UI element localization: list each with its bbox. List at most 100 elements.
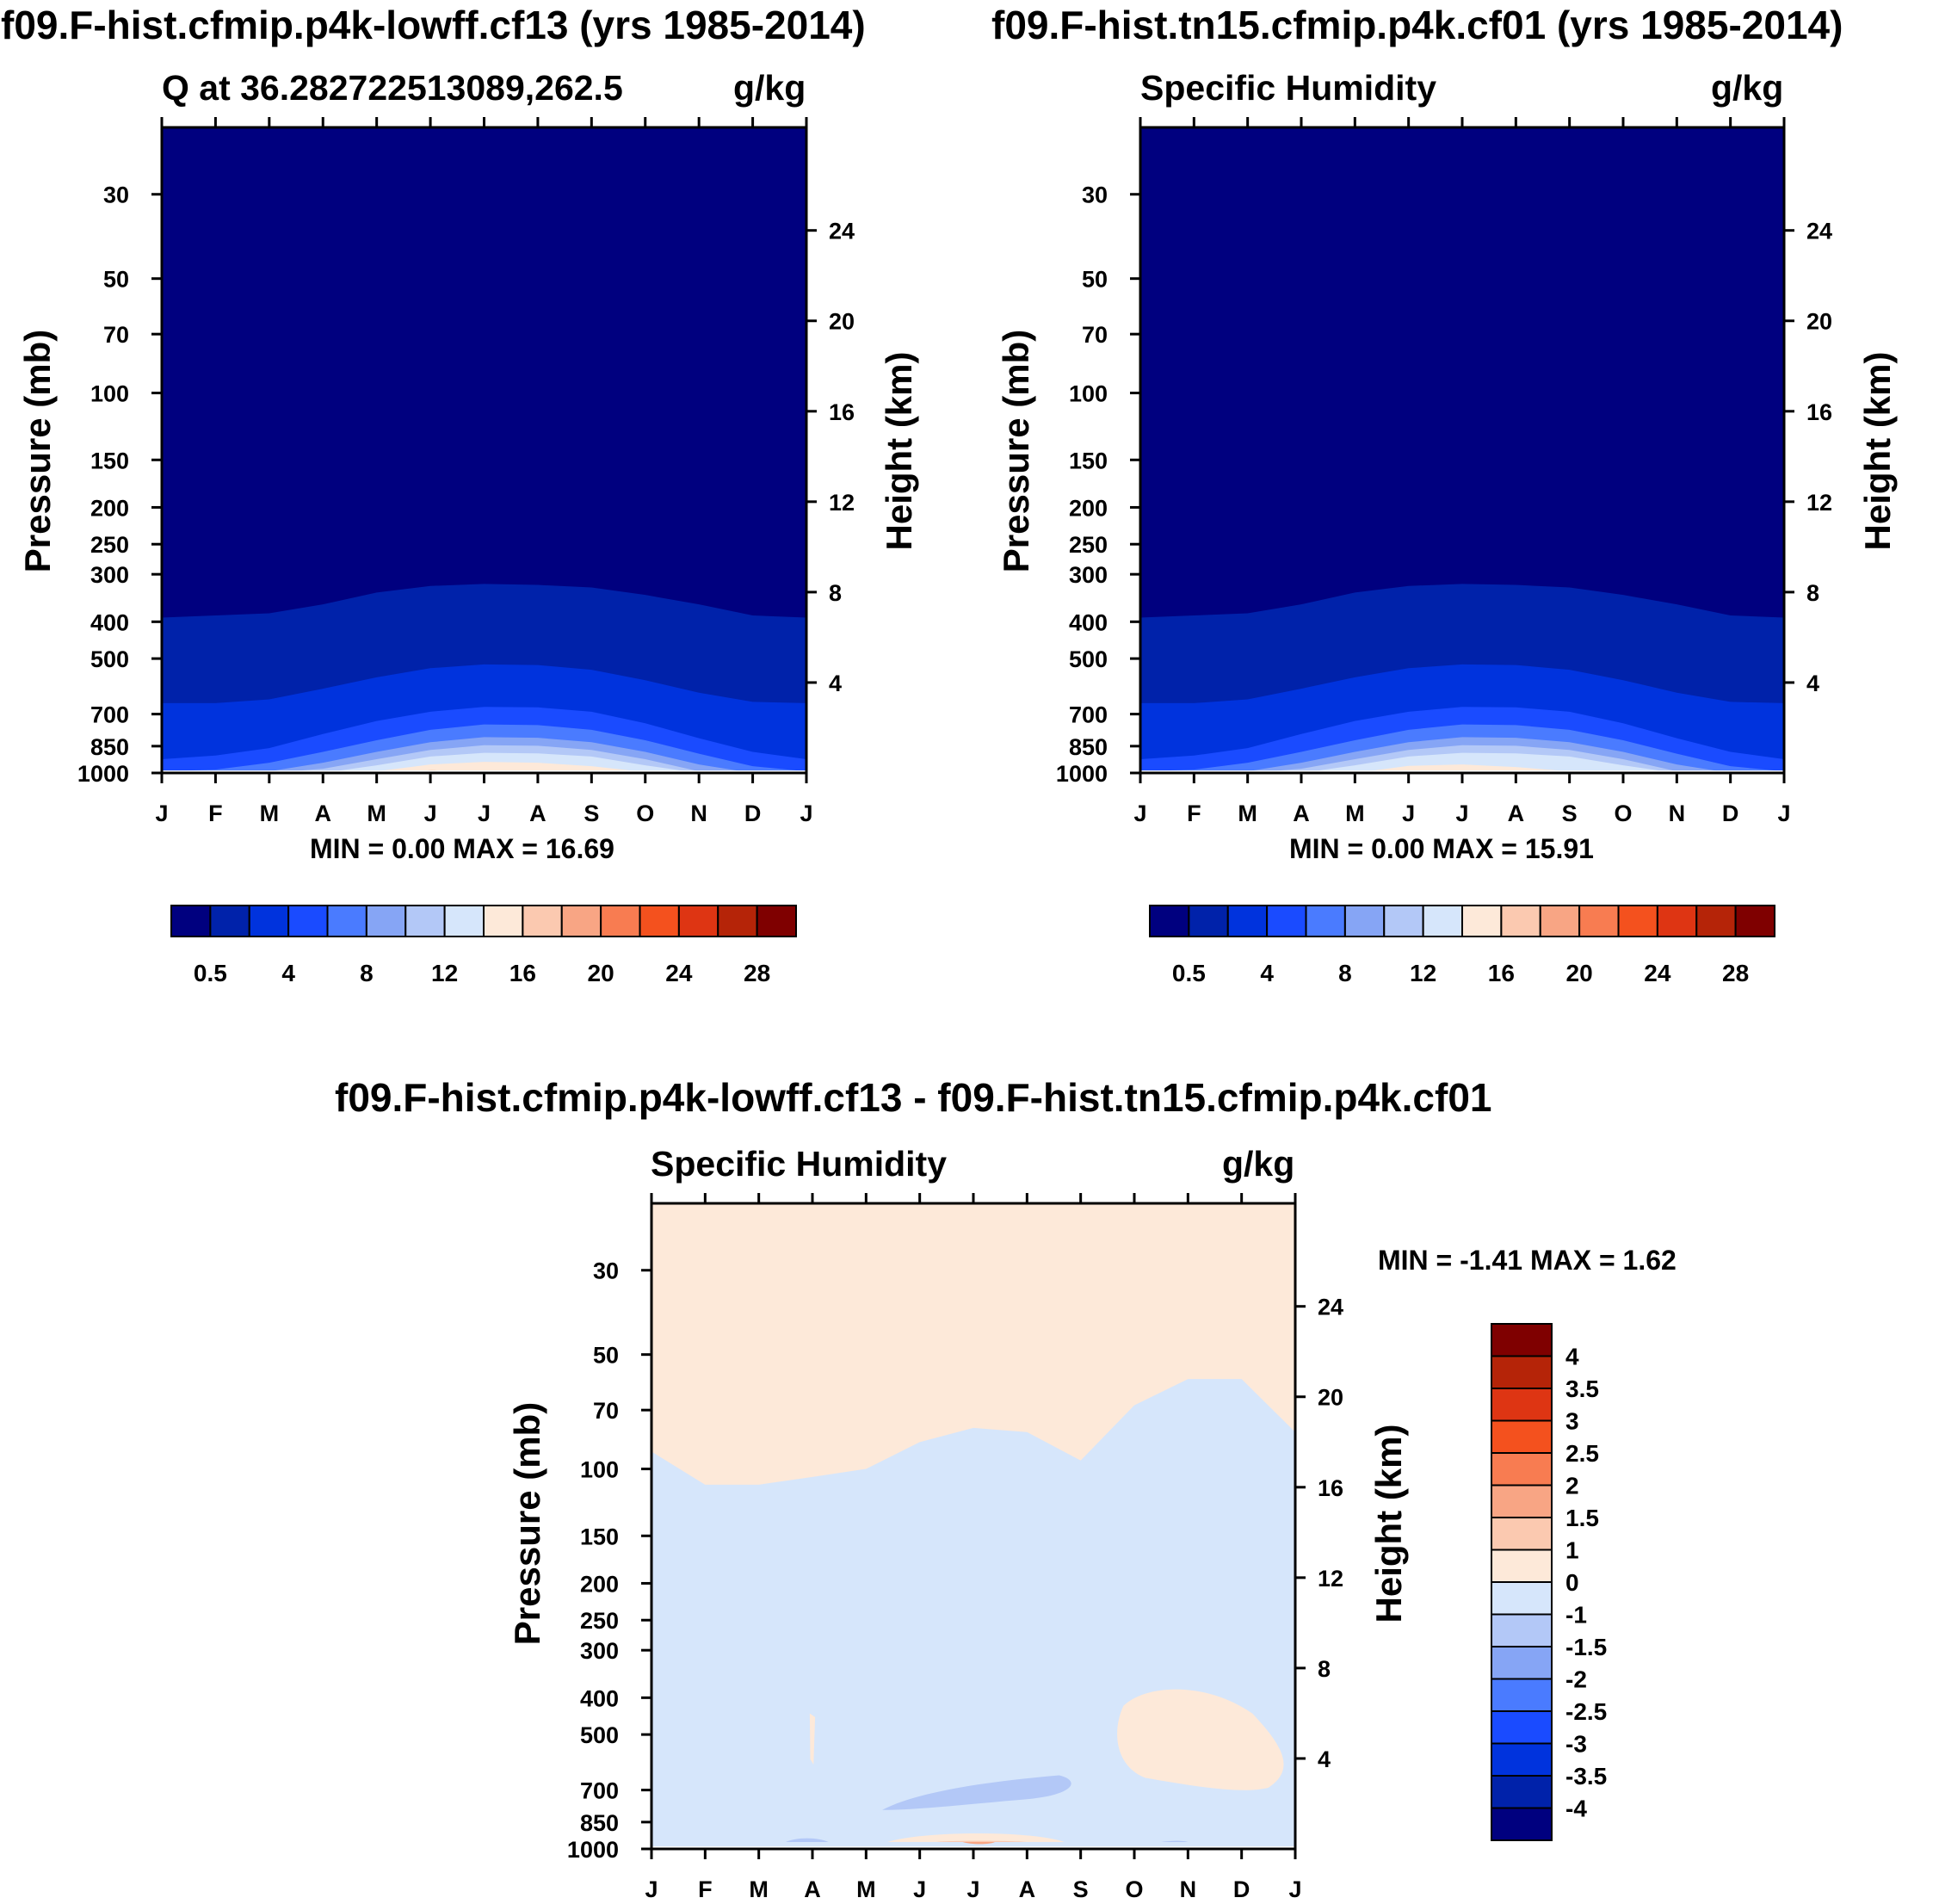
colorbar-box [560,905,602,937]
y-tick-label: 500 [580,1722,619,1748]
colorbar-label: 2.5 [1565,1440,1599,1467]
colorbar-box [1491,1678,1553,1712]
y2-tick-label: 24 [1806,219,1832,244]
y2-tick-label: 4 [829,671,842,696]
colorbar-label: -2.5 [1565,1698,1607,1725]
colorbar-box [1491,1710,1553,1745]
colorbar-label: 12 [431,960,458,986]
colorbar-label: -1 [1565,1602,1587,1629]
x-tick-label: J [913,1876,926,1902]
y-tick-label: 70 [103,322,129,348]
colorbar-box [170,905,212,937]
y-tick-label: 150 [580,1524,619,1549]
y2-tick-label: 12 [1806,490,1832,516]
x-tick-label: S [1073,1876,1089,1902]
colorbar-box [209,905,250,937]
x-tick-label: J [1133,801,1146,826]
colorbar-label: -3 [1565,1731,1587,1758]
panel-left-units: g/kg [733,68,806,108]
panel-left-minmax: MIN = 0.00 MAX = 16.69 [310,833,614,864]
y-tick-label: 250 [90,532,129,558]
diff-field-positive-max [962,1842,995,1845]
colorbar-box [1491,1581,1553,1616]
colorbar-box [248,905,290,937]
y2-tick-label: 24 [1318,1295,1343,1320]
colorbar-label: 20 [1566,960,1593,986]
colorbar-box [639,905,680,937]
colorbar-label: 3.5 [1565,1375,1599,1402]
y-tick-label: 850 [90,734,129,760]
x-tick-label: J [1777,801,1790,826]
colorbar-box [600,905,641,937]
panel-right-units: g/kg [1711,68,1784,108]
x-tick-label: J [800,801,812,826]
y-tick-label: 500 [1069,646,1108,672]
colorbar-box [1149,905,1190,937]
y2-tick-label: 16 [829,399,855,425]
panel-left-title: f09.F-hist.cfmip.p4k-lowff.cf13 (yrs 198… [1,3,866,47]
y-tick-label: 200 [1069,495,1108,521]
x-tick-label: S [1562,801,1578,826]
y-tick-label: 30 [593,1258,619,1284]
y2-tick-label: 8 [1806,580,1819,606]
colorbar-box [1491,1517,1553,1551]
colorbar-label: 4 [1260,960,1274,986]
colorbar-box [1500,905,1541,937]
x-tick-label: J [478,801,491,826]
y2-tick-label: 20 [829,309,855,335]
y2-tick-label: 16 [1806,399,1832,425]
colorbar-label: 8 [360,960,374,986]
colorbar-label: 16 [1488,960,1515,986]
colorbar-box [1491,1323,1553,1357]
y-tick-label: 100 [90,381,129,407]
colorbar-box [1383,905,1424,937]
y2-tick-label: 24 [829,219,855,244]
y-tick-label: 700 [580,1778,619,1804]
y-tick-label: 100 [580,1457,619,1483]
x-tick-label: M [367,801,386,826]
y-tick-label: 200 [580,1571,619,1597]
colorbar-box [1226,905,1269,937]
colorbar-label: 4 [281,960,295,986]
colorbar-box [404,905,446,937]
y-tick-label: 500 [90,646,129,672]
colorbar-label: 0.5 [194,960,227,986]
y-tick-label: 300 [90,562,129,588]
colorbar-label: 8 [1338,960,1352,986]
diff-field-negative-lens [882,1775,1071,1810]
x-tick-label: A [1508,801,1525,826]
field-band-8 [1140,764,1784,773]
y2-tick-label: 12 [829,490,855,516]
x-tick-label: D [744,801,762,826]
y-tick-label: 250 [1069,532,1108,558]
x-tick-label: J [1288,1876,1301,1902]
y-tick-label: 50 [593,1343,619,1369]
x-tick-label: O [636,801,654,826]
colorbar-label: 24 [665,960,693,986]
panel-left-variable: Q at 36.282722513089,262.5 [162,68,623,108]
colorbar-box [1491,1549,1553,1583]
x-tick-label: J [155,801,168,826]
field-band-8 [162,762,806,773]
y-tick-label: 50 [103,267,129,293]
y2-tick-label: 4 [1318,1746,1331,1772]
y-tick-label: 400 [1069,609,1108,635]
y-tick-label: 70 [593,1398,619,1424]
colorbar-label: 20 [588,960,614,986]
x-tick-label: J [645,1876,658,1902]
y-tick-label: 400 [580,1685,619,1711]
x-tick-label: J [424,801,437,826]
y-tick-label: 150 [1069,448,1108,473]
diff-field-positive-sliver [809,1713,816,1765]
colorbar-box [443,905,485,937]
y-tick-label: 700 [1069,702,1108,728]
y-tick-label: 300 [580,1638,619,1664]
x-tick-label: D [1233,1876,1250,1902]
colorbar-label: 1 [1565,1537,1579,1564]
field-band-7 [1140,752,1784,773]
y2-tick-label: 20 [1806,309,1832,335]
y-tick-label: 300 [1069,562,1108,588]
